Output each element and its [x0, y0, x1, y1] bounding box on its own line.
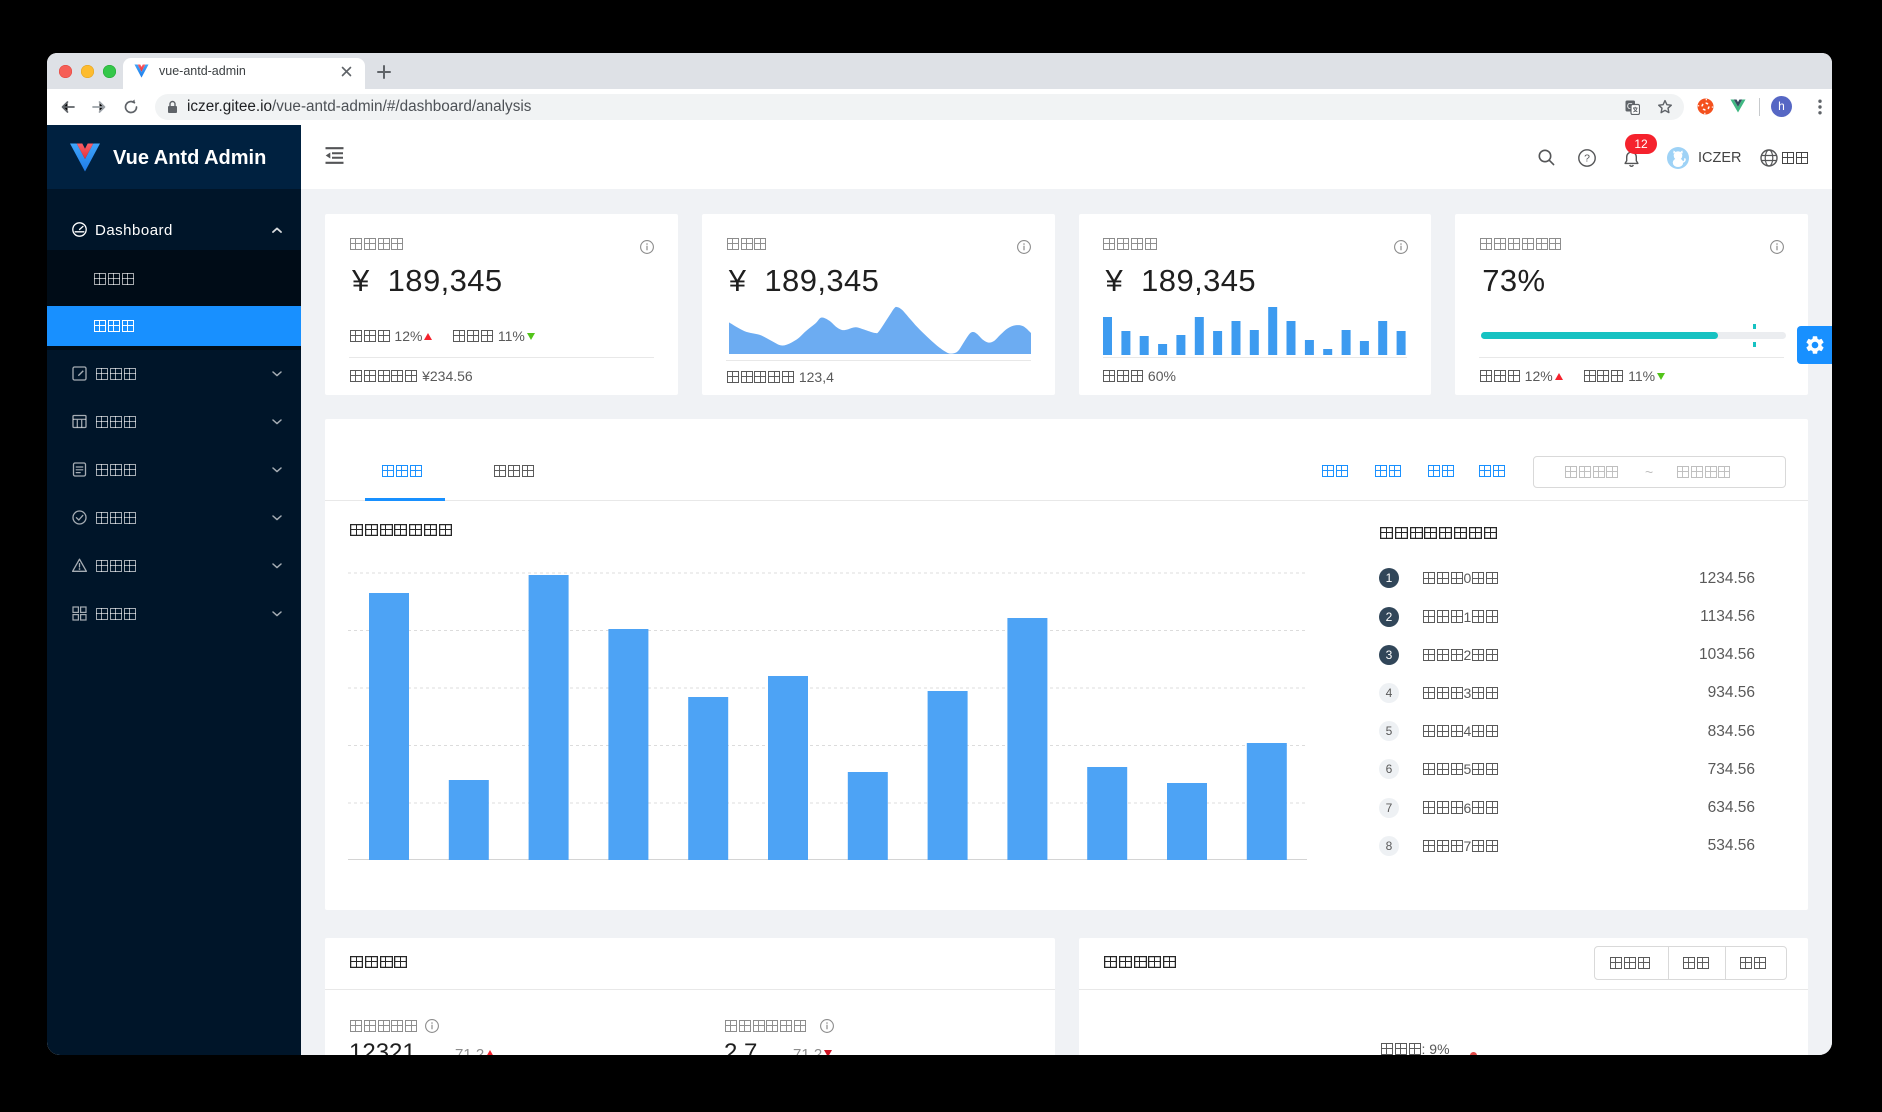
svg-text:G: G — [1627, 101, 1634, 111]
svg-text:?: ? — [1584, 153, 1590, 165]
